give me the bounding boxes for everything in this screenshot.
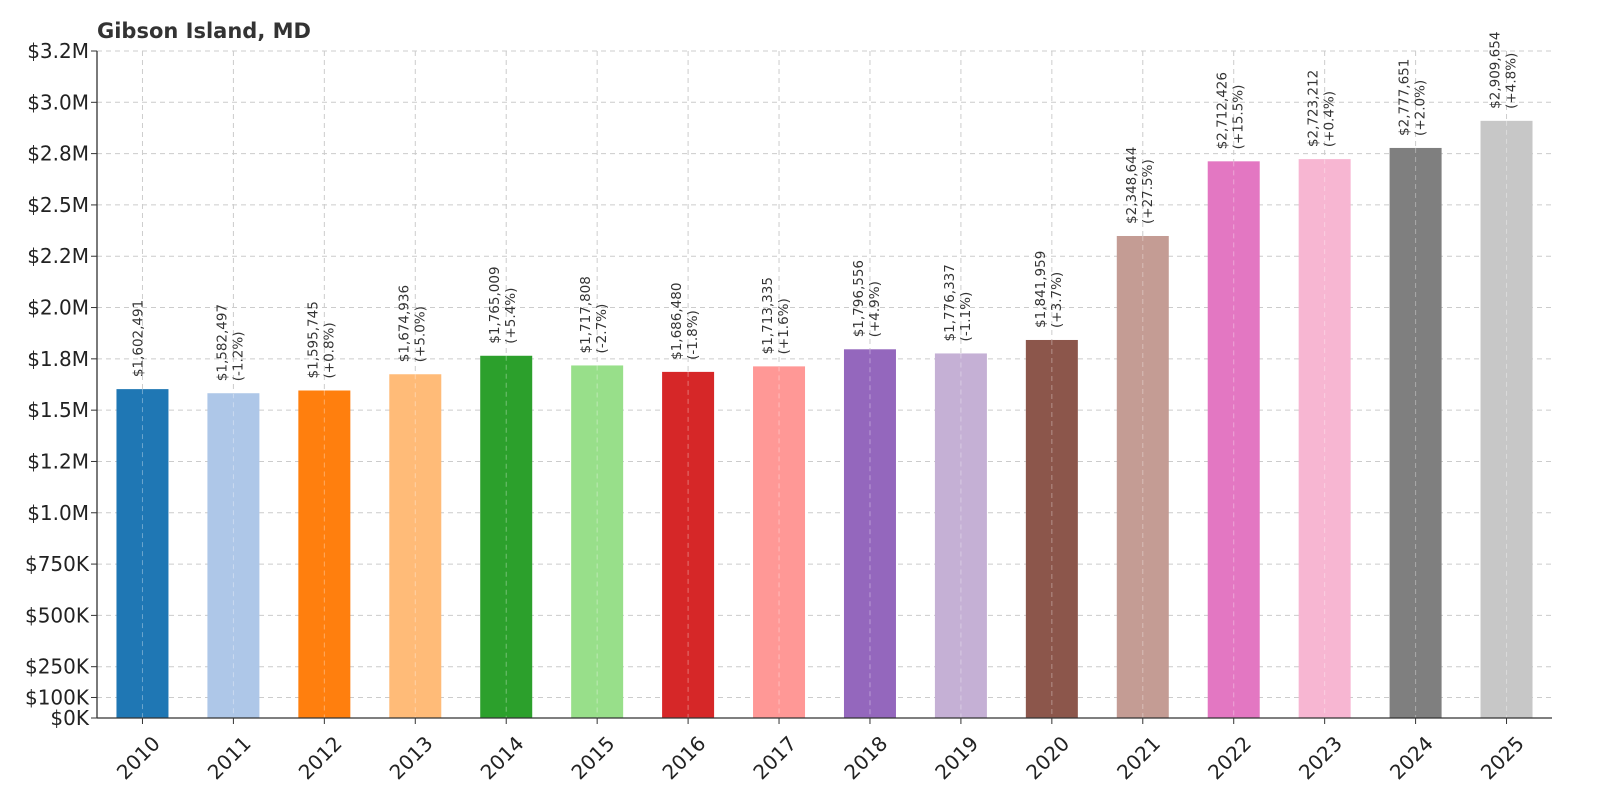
bar-2018	[843, 349, 896, 718]
chart-title: Gibson Island, MD	[97, 19, 311, 43]
y-tick-label: $0K	[50, 706, 89, 730]
x-tick-label: 2016	[657, 731, 710, 784]
y-tick-label: $1.0M	[27, 501, 89, 525]
bar-2013	[389, 374, 442, 718]
bar-2014	[480, 355, 533, 718]
change-label: (+5.0%)	[412, 306, 428, 362]
x-tick-label: 2010	[112, 731, 165, 784]
change-label: (-1.8%)	[685, 310, 701, 360]
change-label: (+15.5%)	[1231, 85, 1247, 150]
y-tick-label: $2.0M	[27, 296, 89, 320]
y-tick-label: $3.0M	[27, 90, 89, 114]
value-label: $1,602,491	[130, 300, 146, 377]
change-label: (+4.9%)	[867, 281, 883, 337]
y-tick-label: $2.5M	[27, 193, 89, 217]
bar-2023	[1298, 159, 1351, 719]
y-tick-label: $1.2M	[27, 449, 89, 473]
value-label: $1,686,480	[669, 283, 685, 360]
y-tick-label: $3.2M	[27, 39, 89, 63]
x-tick-label: 2020	[1021, 731, 1074, 784]
x-tick-label: 2013	[385, 731, 438, 784]
y-tick-label: $500K	[25, 603, 90, 627]
y-tick-label: $2.2M	[27, 244, 89, 268]
bar-2021	[1116, 235, 1169, 718]
y-tick-label: $1.8M	[27, 347, 89, 371]
value-label: $1,841,959	[1033, 251, 1049, 328]
change-label: (+27.5%)	[1140, 159, 1156, 224]
bar-2017	[753, 366, 806, 718]
x-tick-label: 2019	[930, 731, 983, 784]
x-tick-label: 2018	[839, 731, 892, 784]
change-label: (-2.7%)	[594, 304, 610, 354]
y-tick-label: $750K	[25, 552, 90, 576]
y-tick-label: $1.5M	[27, 398, 89, 422]
change-label: (+0.4%)	[1322, 91, 1338, 147]
change-label: (+0.8%)	[321, 322, 337, 378]
bar-2025	[1480, 120, 1533, 718]
x-tick-label: 2014	[476, 731, 529, 784]
value-label: $1,713,335	[760, 277, 776, 354]
y-tick-label: $250K	[25, 655, 90, 679]
x-tick-label: 2012	[294, 731, 347, 784]
value-label: $1,595,745	[305, 301, 321, 378]
value-label: $2,723,212	[1306, 70, 1322, 147]
bar-2022	[1207, 161, 1260, 718]
bar-2015	[571, 365, 624, 718]
value-label: $1,674,936	[396, 285, 412, 362]
change-label: (+5.4%)	[503, 288, 519, 344]
value-label: $1,765,009	[487, 266, 503, 343]
value-label: $1,776,337	[942, 264, 958, 341]
change-label: (-1.1%)	[958, 292, 974, 342]
value-label: $1,717,808	[578, 276, 594, 353]
bar-2020	[1025, 339, 1078, 718]
value-label: $1,582,497	[214, 304, 230, 381]
bar-2016	[662, 371, 715, 718]
x-tick-label: 2017	[748, 731, 801, 784]
y-tick-label: $100K	[25, 685, 90, 709]
x-tick-label: 2011	[203, 731, 256, 784]
change-label: (+3.7%)	[1049, 272, 1065, 328]
value-label: $2,909,654	[1488, 32, 1504, 109]
bar-2012	[298, 390, 351, 718]
bar-2011	[207, 393, 260, 718]
bar-2019	[934, 353, 987, 718]
change-label: (+1.6%)	[776, 298, 792, 354]
x-tick-label: 2015	[566, 731, 619, 784]
x-tick-label: 2025	[1476, 731, 1529, 784]
value-label: $2,712,426	[1215, 72, 1231, 149]
x-tick-label: 2023	[1294, 731, 1347, 784]
change-label: (+4.8%)	[1504, 53, 1520, 109]
value-label: $2,777,651	[1397, 59, 1413, 136]
change-label: (+2.0%)	[1413, 80, 1429, 136]
x-tick-label: 2024	[1385, 731, 1438, 784]
x-tick-label: 2021	[1112, 731, 1165, 784]
bar-2024	[1389, 147, 1442, 718]
y-tick-label: $2.8M	[27, 142, 89, 166]
value-label: $2,348,644	[1124, 147, 1140, 224]
x-tick-label: 2022	[1203, 731, 1256, 784]
value-label: $1,796,556	[851, 260, 867, 337]
change-label: (-1.2%)	[230, 332, 246, 382]
bar-2010	[116, 389, 169, 718]
